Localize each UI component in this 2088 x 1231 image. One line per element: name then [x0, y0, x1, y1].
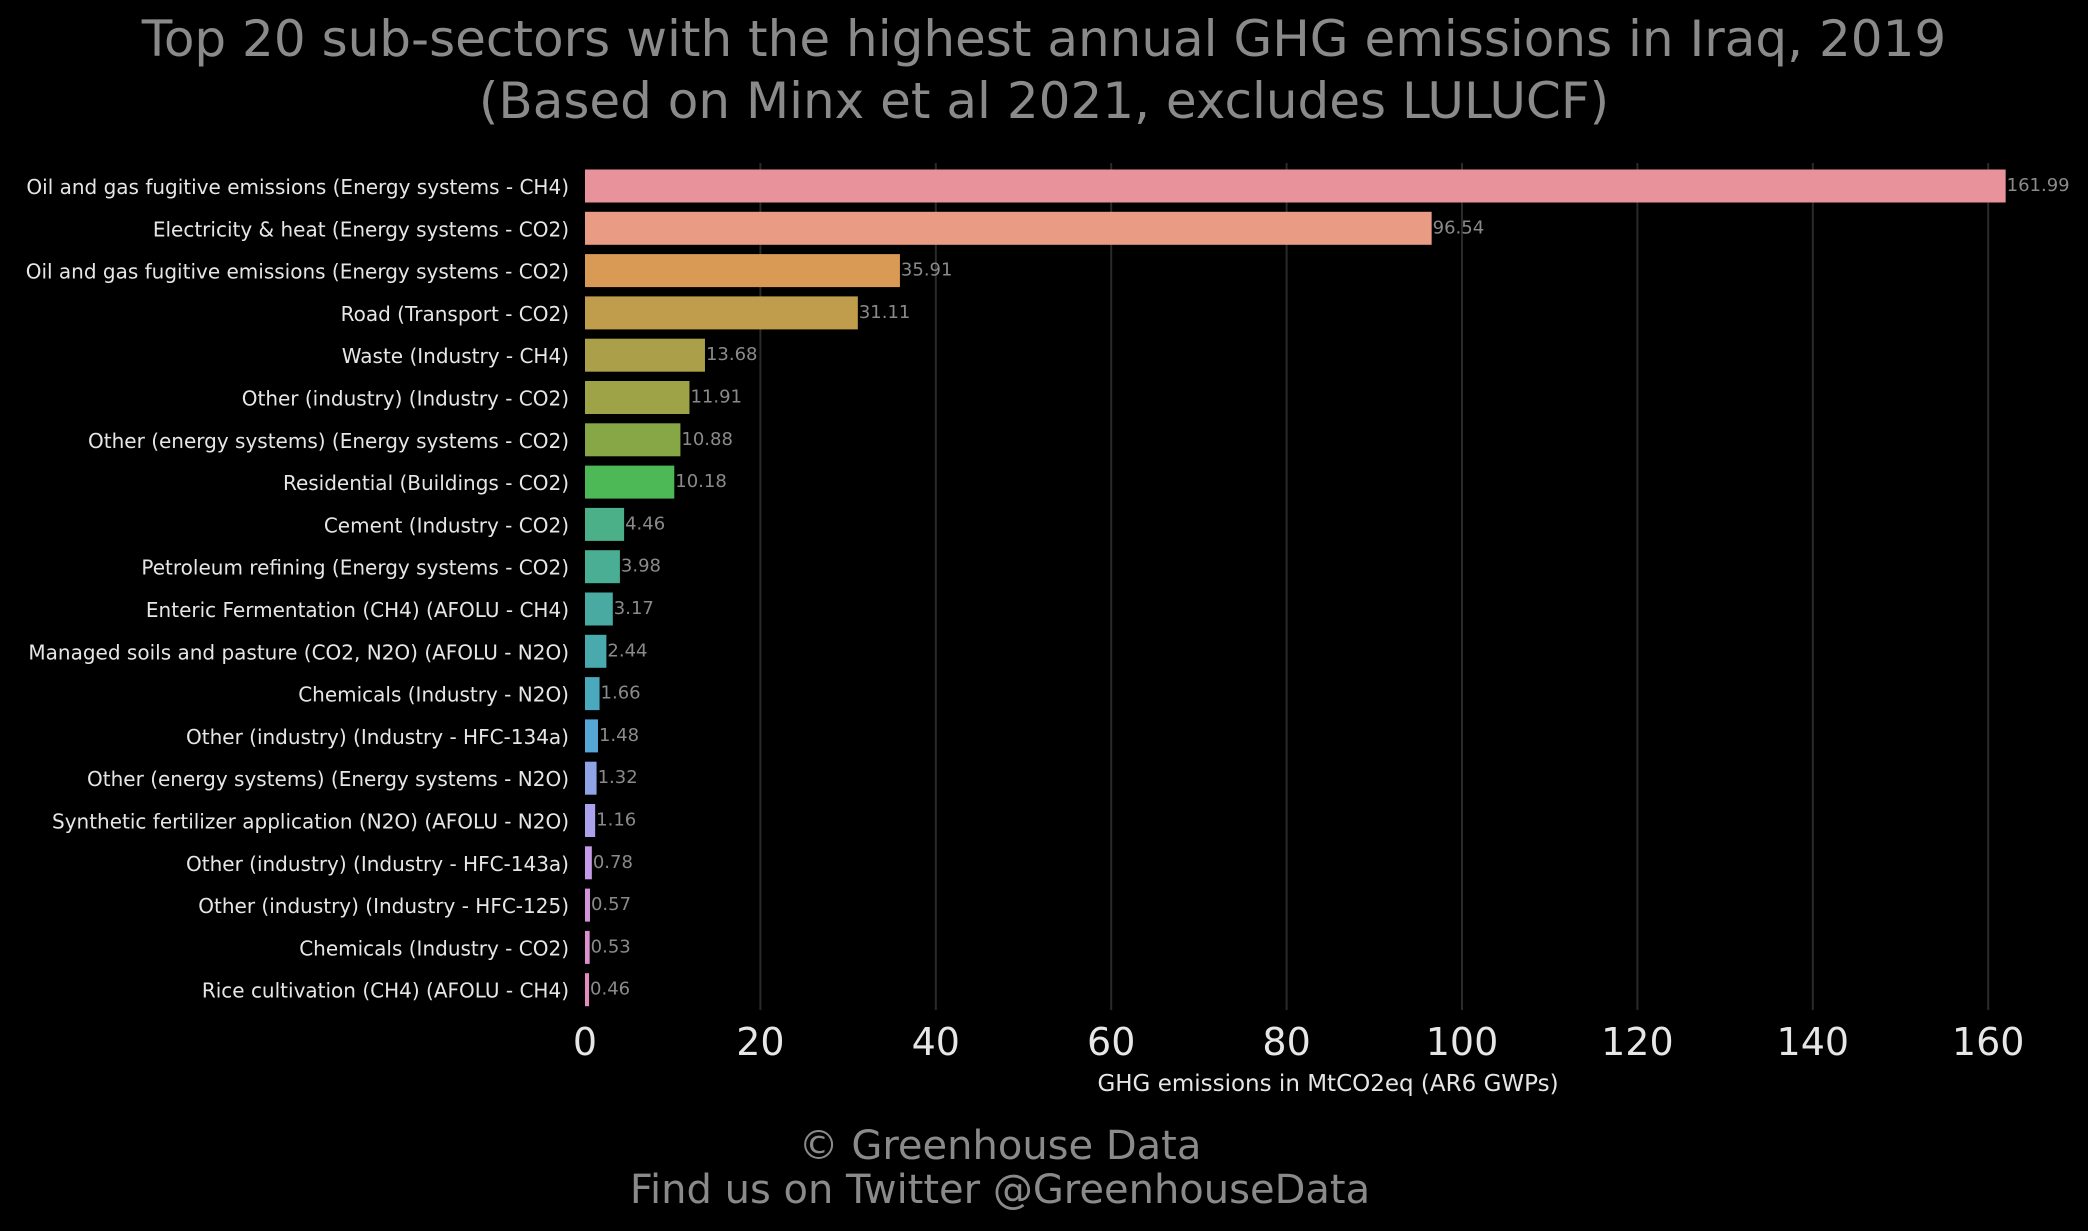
value-label: 0.78 — [593, 852, 633, 873]
value-label: 1.16 — [596, 810, 636, 831]
category-label: Rice cultivation (CH4) (AFOLU - CH4) — [202, 979, 569, 1003]
value-label: 4.46 — [625, 513, 665, 534]
bar — [585, 550, 620, 584]
value-label: 13.68 — [706, 344, 758, 365]
x-axis-tick-labels: 0 20 40 60 80 100 120 140 160 — [573, 1020, 2025, 1064]
x-tick-label: 120 — [1601, 1020, 1674, 1064]
x-tick-label: 40 — [912, 1020, 960, 1064]
bar — [585, 592, 613, 626]
bar — [585, 296, 858, 330]
category-label: Chemicals (Industry - N2O) — [298, 683, 569, 707]
value-labels: 161.99 96.54 35.91 31.11 13.68 11.91 10.88 10.1… — [590, 175, 2070, 1000]
category-label: Other (energy systems) (Energy systems -… — [87, 767, 569, 791]
bar — [585, 338, 705, 372]
value-label: 0.46 — [590, 979, 630, 1000]
bar — [585, 761, 597, 795]
footer: © Greenhouse Data Find us on Twitter @Gr… — [0, 1124, 2000, 1212]
copyright-text: © Greenhouse Data — [798, 1123, 1202, 1169]
bar — [585, 719, 598, 753]
value-label: 1.32 — [598, 767, 638, 788]
x-tick-label: 80 — [1262, 1020, 1310, 1064]
category-label: Synthetic fertilizer application (N2O) (… — [52, 810, 569, 834]
bar — [585, 888, 590, 922]
bar — [585, 211, 1432, 245]
category-label: Oil and gas fugitive emissions (Energy s… — [26, 175, 569, 199]
value-label: 10.88 — [681, 429, 733, 450]
bar — [585, 254, 900, 288]
x-tick-label: 60 — [1087, 1020, 1135, 1064]
bars — [585, 169, 2006, 1007]
category-label: Enteric Fermentation (CH4) (AFOLU - CH4) — [146, 598, 569, 622]
bar — [585, 507, 625, 541]
value-label: 1.66 — [601, 683, 641, 704]
value-label: 11.91 — [690, 387, 742, 408]
grid-lines — [759, 163, 1990, 1010]
x-tick-label: 100 — [1426, 1020, 1499, 1064]
category-label: Road (Transport - CO2) — [341, 302, 569, 326]
value-label: 3.98 — [621, 556, 661, 577]
category-label: Oil and gas fugitive emissions (Energy s… — [26, 260, 569, 284]
bar — [585, 634, 607, 668]
category-label: Waste (Industry - CH4) — [342, 344, 569, 368]
value-label: 96.54 — [1433, 217, 1485, 238]
bar — [585, 677, 600, 711]
bar — [585, 465, 675, 499]
value-label: 0.53 — [591, 936, 631, 957]
bar — [585, 423, 681, 457]
category-label: Residential (Buildings - CO2) — [283, 471, 569, 495]
value-label: 3.17 — [614, 598, 654, 619]
category-label: Other (energy systems) (Energy systems -… — [88, 429, 569, 453]
value-label: 31.11 — [859, 302, 911, 323]
value-label: 35.91 — [901, 260, 953, 281]
chart-title: Top 20 sub-sectors with the highest annu… — [0, 8, 2088, 132]
x-tick-label: 0 — [573, 1020, 597, 1064]
bar — [585, 930, 590, 964]
category-label: Electricity & heat (Energy systems - CO2… — [153, 217, 569, 241]
value-label: 1.48 — [599, 725, 639, 746]
value-label: 10.18 — [675, 471, 727, 492]
chart-title-line-1: Top 20 sub-sectors with the highest annu… — [141, 10, 1947, 68]
category-label: Petroleum refining (Energy systems - CO2… — [141, 556, 569, 580]
category-label: Managed soils and pasture (CO2, N2O) (AF… — [28, 640, 569, 664]
value-label: 0.57 — [591, 894, 631, 915]
chart-subtitle: (Based on Minx et al 2021, excludes LULU… — [478, 72, 1610, 130]
category-labels: Oil and gas fugitive emissions (Energy s… — [26, 175, 569, 1003]
x-tick-label: 160 — [1952, 1020, 2025, 1064]
x-tick-label: 20 — [736, 1020, 784, 1064]
category-label: Chemicals (Industry - CO2) — [299, 936, 569, 960]
category-label: Other (industry) (Industry - CO2) — [242, 387, 569, 411]
bar — [585, 804, 596, 837]
category-label: Other (industry) (Industry - HFC-125) — [198, 894, 569, 918]
category-label: Other (industry) (Industry - HFC-143a) — [186, 852, 569, 876]
x-tick-label: 140 — [1777, 1020, 1850, 1064]
category-label: Other (industry) (Industry - HFC-134a) — [186, 725, 569, 749]
twitter-handle-text: Find us on Twitter @GreenhouseData — [629, 1167, 1371, 1213]
bar — [585, 973, 590, 1007]
bar — [585, 169, 2006, 203]
bar — [585, 381, 690, 414]
value-label: 2.44 — [607, 640, 647, 661]
category-label: Cement (Industry - CO2) — [324, 513, 569, 537]
x-axis-label: GHG emissions in MtCO2eq (AR6 GWPs) — [1097, 1071, 1558, 1097]
bar — [585, 846, 592, 880]
value-label: 161.99 — [2007, 175, 2070, 196]
